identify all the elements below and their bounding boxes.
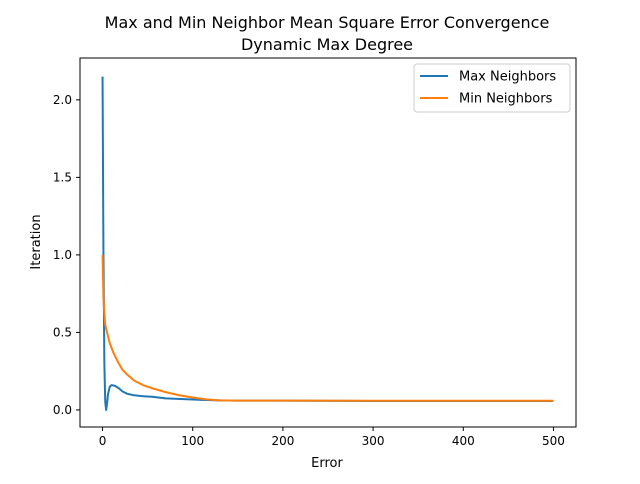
legend-label-max-neighbors: Max Neighbors <box>459 70 556 85</box>
series-layer <box>101 76 554 411</box>
y-tick-label: 1.0 <box>53 248 72 262</box>
chart-title: Max and Min Neighbor Mean Square Error C… <box>105 13 550 32</box>
x-tick-label: 400 <box>452 434 475 448</box>
x-tick-label: 500 <box>542 434 565 448</box>
series-line-min-neighbors <box>101 254 554 402</box>
y-tick-label: 2.0 <box>53 93 72 107</box>
legend: Max Neighbors Min Neighbors <box>413 63 571 113</box>
y-tick-label: 1.5 <box>53 170 72 184</box>
ticks-layer: 0 100 200 300 400 500 0.0 0.5 1.0 1.5 2.0 <box>53 93 565 448</box>
y-tick-label: 0.0 <box>53 403 72 417</box>
legend-label-min-neighbors: Min Neighbors <box>459 92 553 107</box>
legend-box <box>413 63 571 113</box>
x-tick-label: 100 <box>181 434 204 448</box>
x-tick-label: 0 <box>99 434 107 448</box>
x-tick-label: 300 <box>362 434 385 448</box>
x-axis-label: Error <box>311 456 343 471</box>
plot-frame <box>79 57 577 428</box>
y-axis-label: Iteration <box>29 214 44 269</box>
y-tick-label: 0.5 <box>53 325 72 339</box>
x-tick-label: 200 <box>271 434 294 448</box>
chart-subtitle: Dynamic Max Degree <box>241 35 413 54</box>
